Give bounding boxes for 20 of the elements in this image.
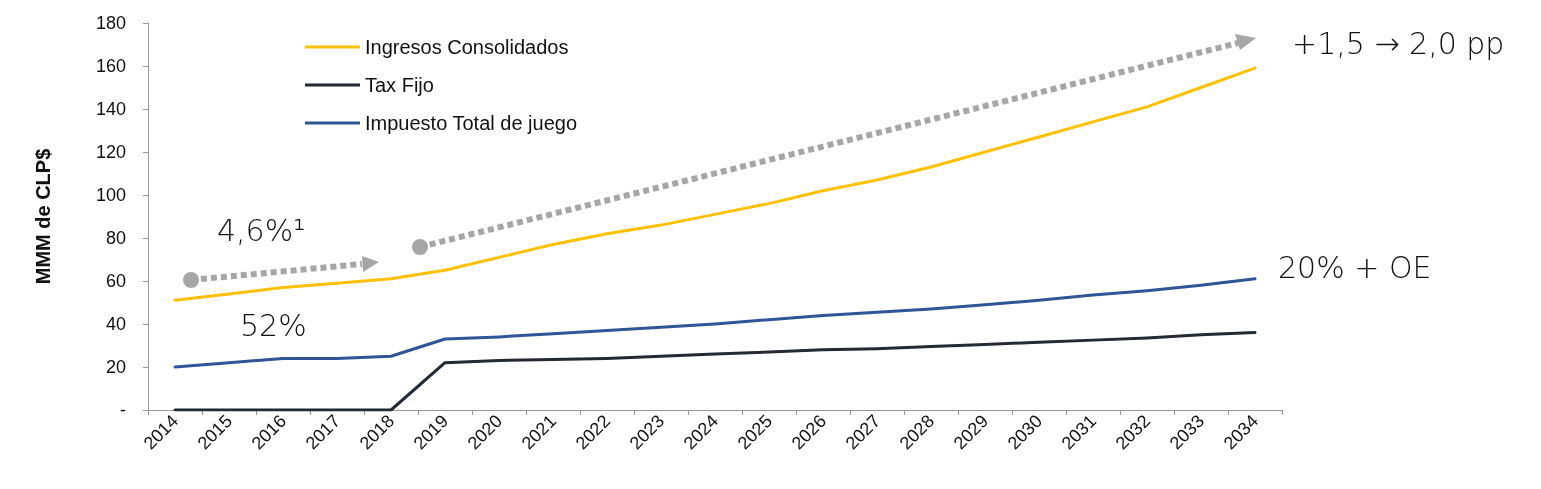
y-tick-label: 140 xyxy=(95,99,126,119)
legend-label: Ingresos Consolidados xyxy=(365,36,569,58)
y-tick-label: 120 xyxy=(95,142,126,162)
legend-label: Impuesto Total de juego xyxy=(365,112,578,134)
y-axis-title: MMM de CLP$ xyxy=(32,148,54,285)
y-tick-label: 100 xyxy=(95,185,126,205)
y-tick-label: 80 xyxy=(105,228,126,248)
annotation: 52% xyxy=(240,307,307,343)
line-series xyxy=(173,66,1257,302)
legend-label: Tax Fijo xyxy=(365,74,434,96)
y-tick-label: 20 xyxy=(105,357,126,377)
annotation: 4,6%¹ xyxy=(217,212,306,248)
y-tick-label: 60 xyxy=(105,271,126,291)
y-tick-label: - xyxy=(120,400,126,420)
y-tick-label: 160 xyxy=(95,56,126,76)
y-tick-label: 40 xyxy=(105,314,126,334)
y-tick-label: 180 xyxy=(95,13,126,33)
annotation: 20% + OE xyxy=(1278,249,1432,285)
text: +1,5 → 2,0 pp xyxy=(1292,25,1505,61)
line-series xyxy=(173,277,1257,369)
